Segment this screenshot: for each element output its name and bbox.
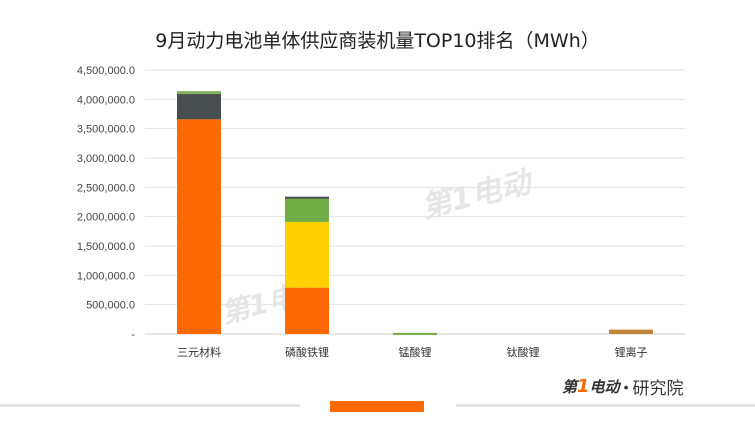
brand-logo-suffix: 电动: [589, 378, 620, 396]
x-tick-label: 三元材料: [177, 345, 221, 359]
chart-title: 9月动力电池单体供应商装机量TOP10排名（MWh）: [155, 30, 600, 52]
y-tick-label: 2,000,000.0: [77, 212, 135, 224]
y-tick-label: 4,500,000.0: [77, 65, 135, 77]
brand-logo: 第1电动: [562, 376, 620, 397]
bar-segment: [285, 221, 329, 288]
brand-suffix: 研究院: [632, 379, 684, 399]
footer-accent-bar: [330, 401, 424, 412]
bar-segment: [393, 332, 437, 335]
x-axis: 三元材料 磷酸铁锂 锰酸锂 钛酸锂 锂离子: [177, 345, 648, 359]
bar-segment: [285, 196, 329, 199]
y-tick-label: 500,000.0: [86, 300, 135, 312]
y-tick-label: 1,000,000.0: [77, 270, 135, 282]
bar-segment: [177, 119, 221, 334]
brand-logo-prefix: 第: [562, 378, 578, 396]
x-tick-label: 锰酸锂: [399, 345, 432, 359]
bar-segment: [177, 94, 221, 120]
y-tick-label: 1,500,000.0: [77, 241, 135, 253]
bar-series: [177, 91, 653, 335]
bar-segment: [177, 91, 221, 95]
brand-logo-one: 1: [577, 376, 590, 397]
bar-segment: [609, 329, 653, 334]
bar-segment: [285, 287, 329, 334]
y-tick-label: 2,500,000.0: [77, 182, 135, 194]
x-tick-label: 锂离子: [615, 345, 648, 359]
bar-segment: [285, 198, 329, 222]
bar-chart: - 500,000.0 1,000,000.0 1,500,000.0 2,000,00…: [77, 65, 685, 359]
y-tick-label: 4,000,000.0: [77, 94, 135, 106]
y-tick-label: 3,000,000.0: [77, 153, 135, 165]
y-axis: - 500,000.0 1,000,000.0 1,500,000.0 2,000,00…: [77, 65, 135, 341]
y-tick-label: -: [131, 329, 135, 341]
gridlines: [145, 69, 685, 335]
y-tick-label: 3,500,000.0: [77, 124, 135, 136]
brand-footer: 第1电动 • 研究院: [562, 374, 683, 399]
x-tick-label: 磷酸铁锂: [285, 345, 329, 359]
x-tick-label: 钛酸锂: [507, 345, 540, 359]
brand-separator: •: [623, 378, 629, 395]
